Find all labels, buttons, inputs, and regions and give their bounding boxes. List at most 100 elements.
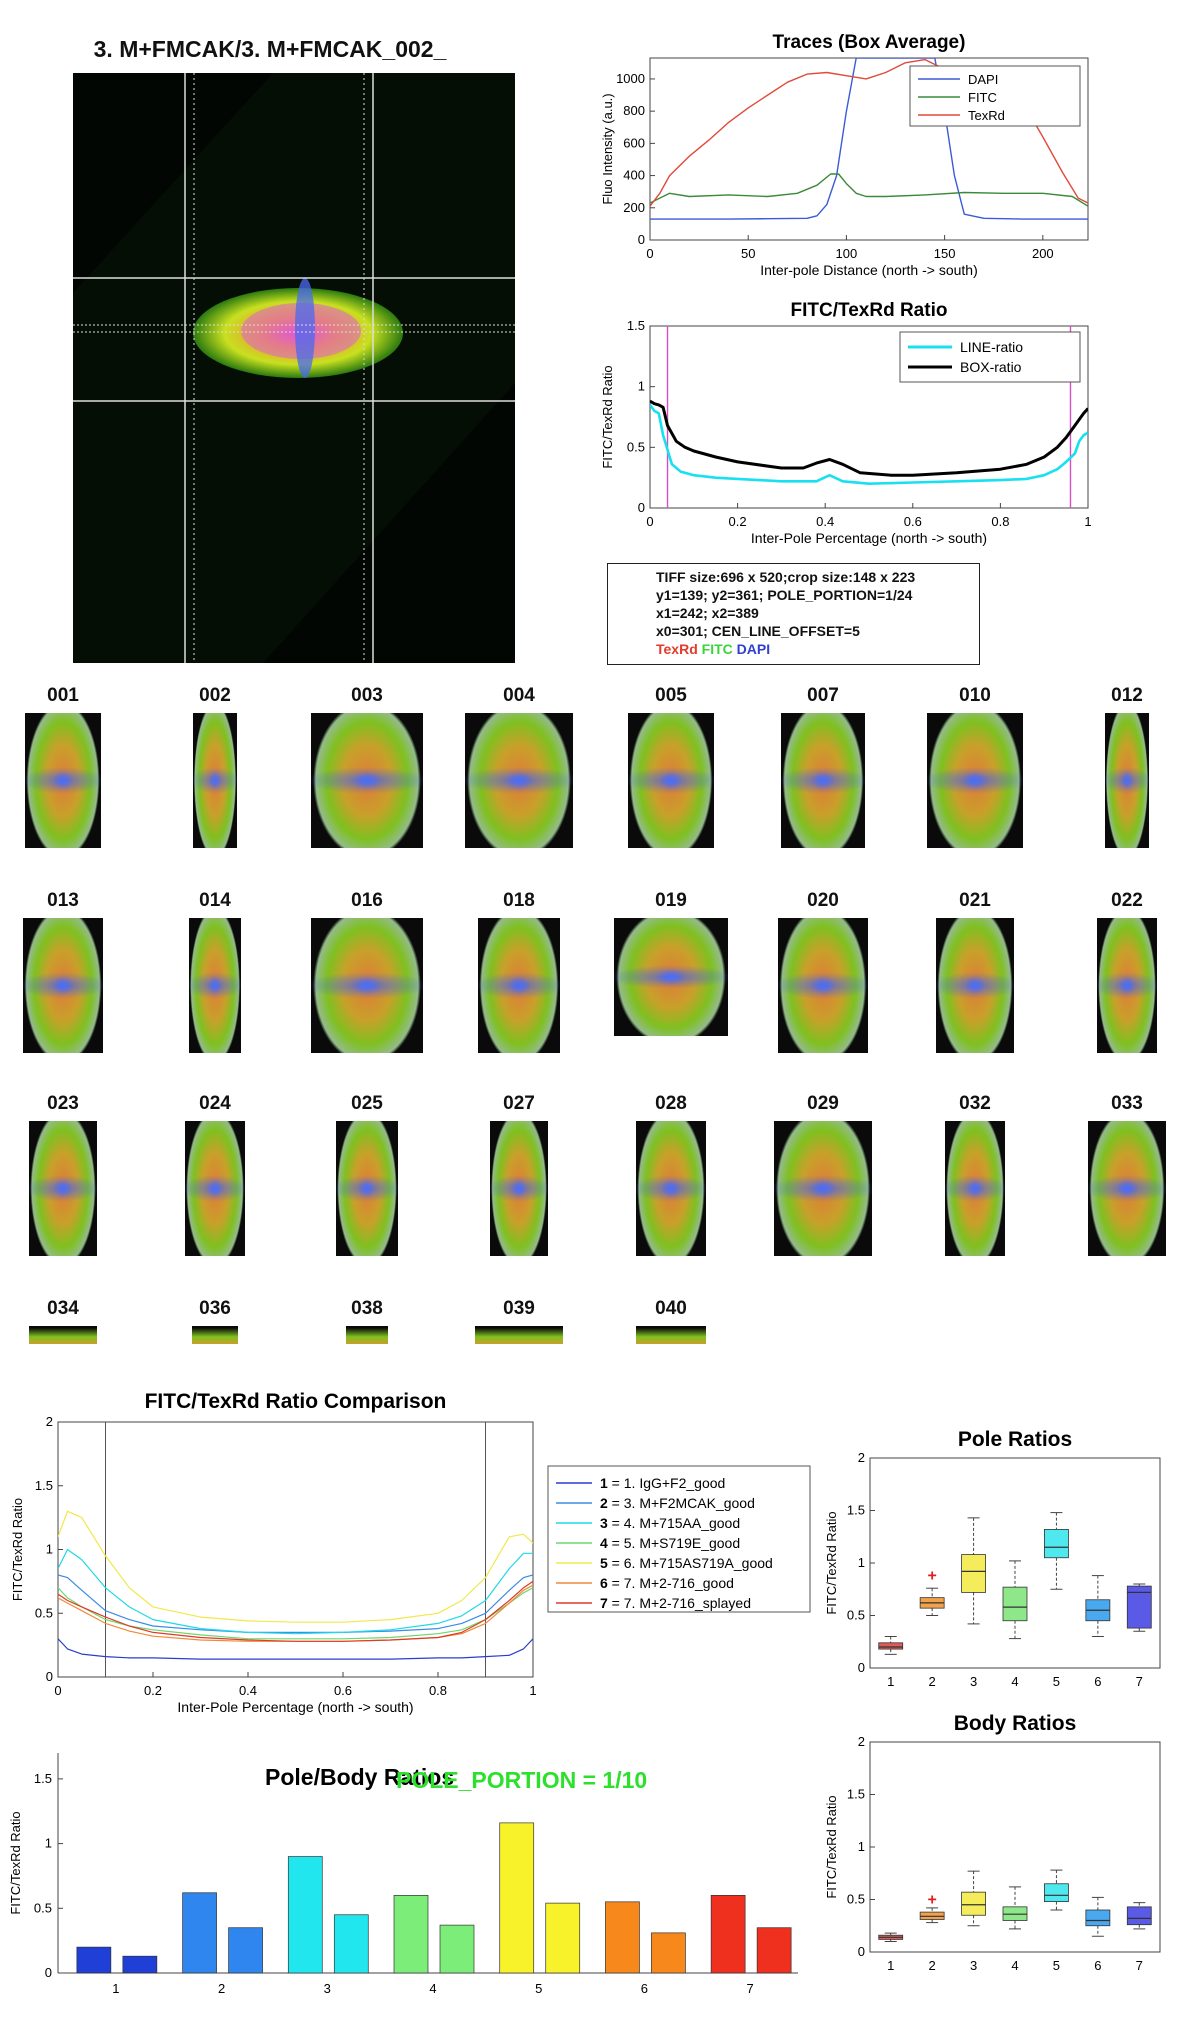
y-tick-label: 2: [46, 1414, 53, 1429]
channel-dapi: DAPI: [736, 641, 771, 657]
thumbnail-image: [927, 713, 1023, 848]
y-tick-label: 0.5: [34, 1900, 52, 1915]
thumbnail-image: [945, 1121, 1005, 1256]
spindle-thumbnail: 022: [1067, 890, 1187, 1055]
y-tick-label: 2: [858, 1450, 865, 1465]
x-tick-label: 5: [1053, 1958, 1060, 1973]
ratio-chart: FITC/TexRd Ratio 0 0.2 0.4 0.6 0.8 1 0 0.5 1 1.5 In…: [600, 300, 1092, 546]
legend-key: 1: [600, 1475, 608, 1491]
x-tick-label: 4: [1011, 1674, 1018, 1689]
pole-body-chart: 0 0.5 1 1.5 FITC/TexRd Ratio Pole/Body Ratios…: [8, 1753, 798, 1996]
legend-label: LINE-ratio: [960, 339, 1023, 355]
bar: [605, 1901, 640, 1974]
spindle-thumbnail: 021: [915, 890, 1035, 1055]
y-tick-label: 800: [623, 103, 645, 118]
thumbnail-label: 022: [1111, 890, 1143, 911]
x-tick-label: 0.8: [991, 514, 1009, 529]
x-tick-label: 50: [741, 246, 755, 261]
thumbnail-label: 023: [47, 1093, 79, 1114]
x-tick-label: 2: [929, 1958, 936, 1973]
comparison-series-line: [58, 1510, 533, 1623]
x-tick-label: 0: [646, 246, 653, 261]
channel-fitc: FITC: [701, 641, 733, 657]
thumbnail-label: 028: [655, 1093, 687, 1114]
legend-label: BOX-ratio: [960, 359, 1022, 375]
spindle-thumbnail: 001: [3, 685, 123, 850]
thumbnail-image: [336, 1121, 398, 1256]
x-tick-label: 5: [1053, 1674, 1060, 1689]
spindle-thumbnail: 012: [1067, 685, 1187, 850]
thumbnail-label: 001: [47, 685, 79, 706]
thumbnail-image: [490, 1121, 548, 1256]
thumbnail-label: 038: [351, 1298, 383, 1319]
thumbnail-label: 021: [959, 890, 991, 911]
thumbnail-image: [25, 713, 101, 848]
x-tick-label: 1: [529, 1683, 536, 1698]
x-tick-label: 0.4: [816, 514, 834, 529]
legend-key: 2: [600, 1495, 608, 1511]
y-tick-label: 400: [623, 168, 645, 183]
y-tick-label: 2: [858, 1734, 865, 1749]
x-tick-label: 1: [887, 1674, 894, 1689]
x-tick-label: 2: [929, 1674, 936, 1689]
thumbnail-image: [29, 1326, 97, 1344]
box: [1044, 1529, 1069, 1559]
y-tick-label: 600: [623, 135, 645, 150]
info-line: x1=242; x2=389: [656, 605, 759, 621]
box: [1002, 1586, 1028, 1622]
bar: [710, 1895, 746, 1974]
thumbnail-label: 007: [807, 685, 839, 706]
x-tick-label: 6: [1094, 1958, 1101, 1973]
legend-label: 7 = 7. M+2-716_splayed: [600, 1595, 751, 1611]
channel-texrd: TexRd: [656, 641, 698, 657]
y-tick-label: 1.5: [34, 1771, 52, 1786]
spindle-thumbnail: 013: [3, 890, 123, 1055]
legend-name: = 7. M+2-716_good: [608, 1575, 734, 1591]
thumbnail-label: 029: [807, 1093, 839, 1114]
y-tick-label: 0.5: [35, 1605, 53, 1620]
thumbnail-label: 034: [47, 1298, 79, 1319]
spindle-thumbnail: 005: [611, 685, 731, 850]
x-tick-label: 0.8: [429, 1683, 447, 1698]
x-tick-label: 6: [641, 1981, 648, 1996]
chart-title: Traces (Box Average): [773, 32, 966, 53]
legend-name: = 1. IgG+F2_good: [608, 1475, 726, 1491]
thumbnail-image: [23, 918, 103, 1053]
x-tick-label: 1: [1084, 514, 1091, 529]
legend-label: 2 = 3. M+F2MCAK_good: [600, 1495, 755, 1511]
thumbnail-label: 002: [199, 685, 231, 706]
comparison-series-line: [58, 1574, 533, 1633]
y-tick-label: 1: [638, 379, 645, 394]
y-tick-label: 0: [858, 1660, 865, 1675]
comparison-series-line: [58, 1638, 533, 1660]
thumbnail-label: 010: [959, 685, 991, 706]
traces-chart: Traces (Box Average) 0 50 100 150 200 0 200 400 6…: [600, 32, 1089, 278]
thumbnail-image: [781, 713, 865, 848]
comparison-series-line: [58, 1587, 533, 1640]
bar: [76, 1946, 112, 1974]
info-line: TIFF size:696 x 520;crop size:148 x 223: [656, 569, 916, 585]
comparison-chart: FITC/TexRd Ratio Comparison 0 0.2 0.4 0.6 0.8…: [10, 1390, 811, 1715]
y-tick-label: 200: [623, 200, 645, 215]
outlier-marker: +: [927, 1892, 936, 1909]
x-tick-label: 7: [1136, 1674, 1143, 1689]
y-axis-label: FITC/TexRd Ratio: [600, 365, 615, 468]
thumbnail-image: [778, 918, 868, 1053]
chart-title: Pole/Body Ratios: [265, 1764, 454, 1790]
spindle-thumbnail: 032: [915, 1093, 1035, 1258]
thumbnail-image: [346, 1326, 388, 1344]
spindle-thumbnail: 033: [1067, 1093, 1187, 1258]
thumbnail-label: 025: [351, 1093, 383, 1114]
thumbnail-image: [1088, 1121, 1166, 1256]
thumbnail-image: [636, 1121, 706, 1256]
x-tick-label: 5: [535, 1981, 542, 1996]
box: [1126, 1906, 1152, 1926]
spindle-thumbnail: 016: [307, 890, 427, 1055]
thumbnail-image: [636, 1326, 706, 1344]
thumbnail-label: 036: [199, 1298, 231, 1319]
x-tick-label: 3: [324, 1981, 331, 1996]
ratio-line-line-ratio: [650, 404, 1088, 485]
bar: [182, 1892, 217, 1974]
box: [878, 1642, 904, 1650]
thumbnail-label: 016: [351, 890, 383, 911]
